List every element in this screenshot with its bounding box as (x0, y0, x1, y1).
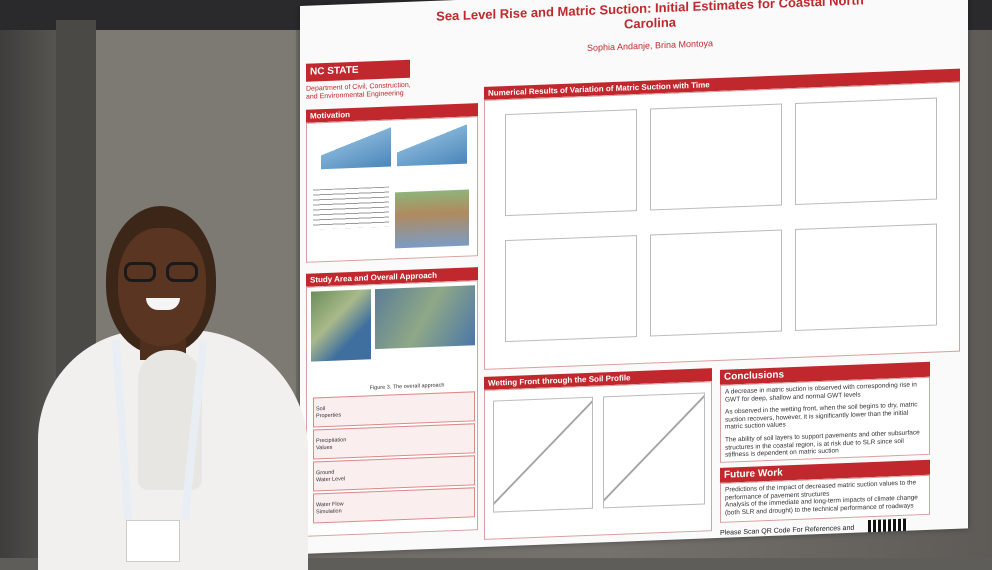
approach-row-flow: Water Flow Simulation (313, 487, 475, 524)
person-smile (146, 298, 180, 310)
approach-title: Figure 3. The overall approach (369, 382, 445, 392)
conclusion-2: As observed in the wetting front, when t… (725, 401, 918, 431)
coastal-diagram-2 (397, 123, 467, 167)
future-work-box: Predictions of the impact of decreased m… (720, 474, 930, 523)
chart-normal-gwt-avg (650, 103, 782, 211)
research-poster: Sea Level Rise and Matric Suction: Initi… (300, 0, 968, 555)
approach-row-label: Water Flow Simulation (316, 501, 344, 515)
person-face (118, 228, 206, 346)
motivation-bullets (313, 186, 389, 230)
motivation-box (306, 116, 478, 263)
wetting-front-box (484, 381, 712, 540)
approach-row-precip: Precipitation Values (313, 423, 475, 460)
conclusion-3: The ability of soil layers to support pa… (725, 429, 920, 459)
poster-authors: Sophia Andanje, Brina Montoya (586, 38, 714, 53)
study-area-box: Figure 3. The overall approach Soil Prop… (306, 280, 478, 537)
soil-block-diagram (395, 189, 469, 249)
glasses-icon (166, 262, 198, 282)
poster-title: Sea Level Rise and Matric Suction: Initi… (436, 0, 864, 32)
coastal-diagram-1 (321, 126, 391, 170)
chart-shallow-gwt-avg (505, 109, 637, 217)
department-name: Department of Civil, Construction, and E… (306, 81, 411, 101)
approach-row-label: Precipitation Values (316, 437, 347, 451)
study-area-map-2 (375, 285, 475, 350)
university-logo: NC STATE UNIVERSITY (306, 59, 410, 96)
numerical-results-box (484, 81, 960, 370)
chart-shallow-gwt-wet (505, 235, 637, 343)
glasses-icon (124, 262, 156, 282)
approach-row-label: Soil Properties (316, 406, 342, 419)
chart-deep-gwt-wet (795, 223, 937, 331)
wetting-chart-2 (603, 392, 705, 509)
conclusion-1: A decrease in matric suction is observed… (725, 381, 917, 404)
name-badge (126, 520, 180, 562)
approach-row-gwl: Ground Water Level (313, 455, 475, 492)
approach-row-soil: Soil Properties (313, 391, 475, 428)
study-area-map-1 (311, 289, 371, 362)
approach-row-label: Ground Water Level (316, 469, 346, 483)
wetting-chart-1 (493, 396, 593, 513)
conclusions-box: A decrease in matric suction is observed… (720, 376, 930, 463)
chart-normal-gwt-wet (650, 229, 782, 337)
chart-deep-gwt-avg (795, 97, 937, 205)
